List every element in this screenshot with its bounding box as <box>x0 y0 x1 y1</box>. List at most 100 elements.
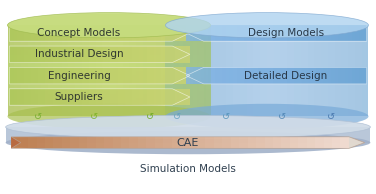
Polygon shape <box>294 68 302 84</box>
Polygon shape <box>362 25 368 116</box>
Text: ↺: ↺ <box>146 112 155 122</box>
Polygon shape <box>324 137 332 148</box>
Polygon shape <box>302 68 309 84</box>
Polygon shape <box>132 46 139 62</box>
Polygon shape <box>89 25 96 116</box>
Polygon shape <box>176 89 183 105</box>
Text: ↺: ↺ <box>327 112 335 122</box>
Polygon shape <box>82 25 89 116</box>
Polygon shape <box>256 137 265 148</box>
Polygon shape <box>338 25 345 41</box>
Polygon shape <box>251 25 258 41</box>
Polygon shape <box>8 82 211 85</box>
Polygon shape <box>156 25 163 116</box>
Polygon shape <box>14 25 21 116</box>
Polygon shape <box>298 137 307 148</box>
Polygon shape <box>265 68 273 84</box>
Polygon shape <box>103 25 111 41</box>
Polygon shape <box>193 25 199 116</box>
Polygon shape <box>294 25 302 41</box>
Polygon shape <box>111 46 118 62</box>
Polygon shape <box>186 68 193 84</box>
Polygon shape <box>96 25 103 41</box>
Polygon shape <box>8 80 211 82</box>
Polygon shape <box>74 46 82 62</box>
Polygon shape <box>231 137 239 148</box>
Polygon shape <box>8 73 211 75</box>
Polygon shape <box>215 68 222 84</box>
Polygon shape <box>62 137 70 148</box>
Polygon shape <box>8 64 211 66</box>
Polygon shape <box>168 25 176 41</box>
Polygon shape <box>222 137 231 148</box>
Polygon shape <box>20 137 28 148</box>
Polygon shape <box>229 68 237 84</box>
Polygon shape <box>125 68 132 84</box>
Polygon shape <box>8 103 211 105</box>
Polygon shape <box>118 25 125 41</box>
Polygon shape <box>287 68 294 84</box>
Polygon shape <box>96 25 102 116</box>
Polygon shape <box>9 89 17 105</box>
Polygon shape <box>8 100 211 103</box>
Polygon shape <box>258 68 265 84</box>
Polygon shape <box>8 25 211 28</box>
Polygon shape <box>186 25 193 41</box>
Polygon shape <box>31 46 38 62</box>
Polygon shape <box>96 46 103 62</box>
Polygon shape <box>136 25 143 116</box>
Polygon shape <box>103 46 111 62</box>
Polygon shape <box>163 25 170 116</box>
Polygon shape <box>172 25 179 116</box>
Polygon shape <box>253 25 260 116</box>
Polygon shape <box>8 41 211 43</box>
Polygon shape <box>177 25 183 116</box>
Polygon shape <box>287 25 294 41</box>
Polygon shape <box>309 25 316 41</box>
Polygon shape <box>45 68 53 84</box>
Polygon shape <box>8 112 211 114</box>
Polygon shape <box>38 89 45 105</box>
Polygon shape <box>67 25 74 41</box>
Polygon shape <box>345 25 352 41</box>
Polygon shape <box>314 25 321 116</box>
Polygon shape <box>111 89 118 105</box>
Polygon shape <box>332 137 341 148</box>
Polygon shape <box>62 25 68 116</box>
Polygon shape <box>24 68 31 84</box>
Polygon shape <box>6 127 370 143</box>
Polygon shape <box>24 89 31 105</box>
Polygon shape <box>67 46 74 62</box>
Polygon shape <box>8 75 211 78</box>
Polygon shape <box>24 25 31 41</box>
Polygon shape <box>87 137 96 148</box>
Polygon shape <box>112 137 121 148</box>
Polygon shape <box>308 25 314 116</box>
Polygon shape <box>338 68 345 84</box>
Polygon shape <box>125 25 132 41</box>
Polygon shape <box>147 89 154 105</box>
Polygon shape <box>331 25 338 41</box>
Polygon shape <box>197 25 204 116</box>
Polygon shape <box>53 68 60 84</box>
Polygon shape <box>302 25 309 41</box>
Polygon shape <box>176 46 183 62</box>
Ellipse shape <box>8 13 211 38</box>
Text: Simulation Models: Simulation Models <box>140 164 236 174</box>
Polygon shape <box>147 25 154 41</box>
Polygon shape <box>183 46 190 62</box>
Polygon shape <box>8 30 211 32</box>
Polygon shape <box>280 25 287 116</box>
Polygon shape <box>8 66 211 68</box>
Polygon shape <box>147 68 154 84</box>
Polygon shape <box>104 137 112 148</box>
Text: Design Models: Design Models <box>248 28 324 38</box>
Polygon shape <box>165 25 172 116</box>
Polygon shape <box>352 25 359 41</box>
Polygon shape <box>341 137 349 148</box>
Polygon shape <box>132 25 139 41</box>
Polygon shape <box>240 25 247 116</box>
Polygon shape <box>316 68 323 84</box>
Polygon shape <box>48 25 55 116</box>
Polygon shape <box>8 43 211 46</box>
